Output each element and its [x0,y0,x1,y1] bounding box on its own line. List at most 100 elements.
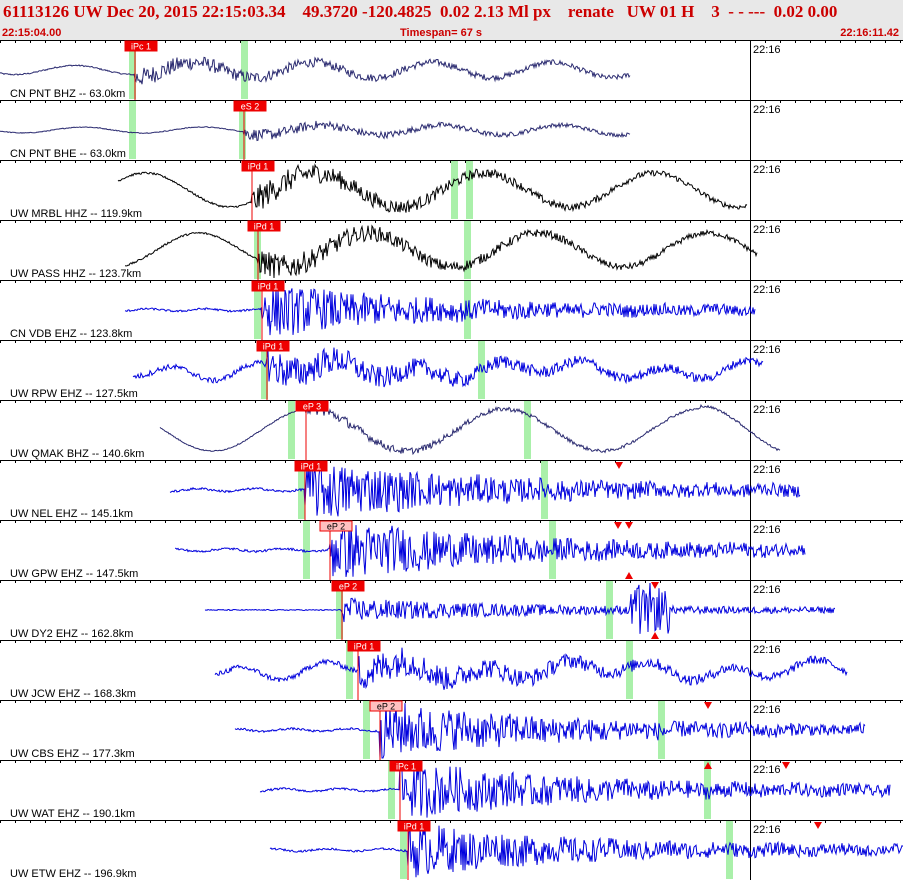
station-panel[interactable]: eS 2 22:16 CN PNT BHE -- 63.0km [0,100,903,160]
phase-pick-label: iPc 1 [131,42,151,52]
phase-pick-flag[interactable] [319,520,353,532]
phase-window-marker [363,701,370,759]
station-label: UW JCW EHZ -- 168.3km [10,688,136,700]
seismic-trace[interactable] [0,56,631,85]
minute-label: 22:16 [753,584,781,596]
station-panel[interactable]: iPc 1 22:16 CN PNT BHZ -- 63.0km [0,40,903,100]
seismic-trace[interactable] [124,224,758,279]
seismic-trace[interactable] [269,825,903,878]
seismic-trace[interactable] [259,761,891,818]
phase-pick-flag[interactable] [295,400,329,412]
station-label: UW PASS HHZ -- 123.7km [10,268,141,280]
station-label: UW QMAK BHZ -- 140.6km [10,448,144,460]
station-label: UW GPW EHZ -- 147.5km [10,568,138,580]
seismogram-panels[interactable]: iPc 1 22:16 CN PNT BHZ -- 63.0km eS 2 22:16 C… [0,40,903,880]
station-label: CN PNT BHE -- 63.0km [10,148,126,160]
station-panel[interactable]: eP 2 22:16 UW DY2 EHZ -- 162.8km [0,580,903,640]
phase-pick-flag[interactable] [233,100,267,112]
phase-pick-label: eP 2 [327,522,345,532]
seismic-trace[interactable] [159,403,781,456]
phase-pick-flag[interactable] [331,580,365,592]
station-label: UW NEL EHZ -- 145.1km [10,508,133,520]
station-panel[interactable]: iPd 1 22:16 UW RPW EHZ -- 127.5km [0,340,903,400]
phase-pick-flag[interactable] [241,160,275,172]
amplitude-marker-icon [625,522,633,529]
phase-pick-label: iPd 1 [254,222,275,232]
phase-window-marker [658,701,665,759]
phase-pick-label: eP 2 [377,702,395,712]
seismic-trace[interactable] [214,647,848,690]
amplitude-marker-icon [704,762,712,769]
station-label: UW WAT EHZ -- 190.1km [10,808,135,820]
phase-window-marker [464,221,471,279]
phase-window-marker [726,821,733,879]
phase-window-marker [388,761,395,819]
phase-pick-flag[interactable] [247,220,281,232]
minute-label: 22:16 [753,404,781,416]
phase-pick-label: iPd 1 [263,342,284,352]
seismic-trace[interactable] [204,582,835,634]
station-panel[interactable]: iPd 1 22:16 UW JCW EHZ -- 168.3km [0,640,903,700]
station-panel[interactable]: eP 2 22:16 UW CBS EHZ -- 177.3km [0,700,903,760]
seismic-trace[interactable] [117,163,748,213]
phase-window-marker [129,41,136,99]
minute-label: 22:16 [753,704,781,716]
station-panel[interactable]: eP 3 22:16 UW QMAK BHZ -- 140.6km [0,400,903,460]
station-panel[interactable]: iPd 1 22:16 UW ETW EHZ -- 196.9km [0,820,903,880]
station-label: CN PNT BHZ -- 63.0km [10,88,125,100]
amplitude-marker-icon [651,632,659,639]
minute-label: 22:16 [753,764,781,776]
minute-label: 22:16 [753,104,781,116]
station-panel[interactable]: iPd 1 22:16 CN VDB EHZ -- 123.8km [0,280,903,340]
station-panel[interactable]: iPd 1 22:16 UW MRBL HHZ -- 119.9km [0,160,903,220]
phase-window-marker [466,161,473,219]
station-panel[interactable]: eP 2 22:16 UW GPW EHZ -- 147.5km [0,520,903,580]
station-label: UW CBS EHZ -- 177.3km [10,748,135,760]
phase-pick-flag[interactable] [124,40,158,52]
station-label: UW ETW EHZ -- 196.9km [10,868,137,880]
phase-pick-flag[interactable] [347,640,381,652]
phase-window-marker [288,401,295,459]
phase-pick-label: eP 2 [339,582,357,592]
phase-pick-label: iPd 1 [258,282,279,292]
phase-window-marker [549,521,556,579]
station-label: UW MRBL HHZ -- 119.9km [10,208,142,220]
phase-pick-flag[interactable] [389,760,423,772]
phase-pick-label: iPd 1 [301,462,322,472]
seismic-trace[interactable] [234,701,866,759]
phase-pick-label: eP 3 [303,402,321,412]
station-label: CN VDB EHZ -- 123.8km [10,328,132,340]
phase-window-marker [239,101,246,159]
phase-pick-flag[interactable] [256,340,290,352]
seismic-trace[interactable] [132,347,764,388]
waveform-canvas[interactable]: iPc 1 22:16 CN PNT BHZ -- 63.0km eS 2 22:16 C… [0,40,903,880]
minute-label: 22:16 [753,824,781,836]
phase-window-marker [254,281,261,339]
seismic-trace[interactable] [124,285,756,336]
phase-window-marker [303,521,310,579]
phase-window-marker [129,101,136,159]
minute-label: 22:16 [753,524,781,536]
station-panel[interactable]: iPc 1 22:16 UW WAT EHZ -- 190.1km [0,760,903,820]
amplitude-marker-icon [614,522,622,529]
seismic-trace[interactable] [174,521,806,577]
phase-pick-label: eS 2 [241,102,260,112]
phase-pick-flag[interactable] [251,280,285,292]
phase-pick-flag[interactable] [369,700,403,712]
phase-pick-label: iPc 1 [396,762,416,772]
phase-pick-flag[interactable] [397,820,431,832]
phase-pick-label: iPd 1 [248,162,269,172]
phase-window-marker [261,341,268,399]
amplitude-marker-icon [615,462,623,469]
amplitude-marker-icon [814,822,822,829]
start-time: 22:15:04.00 [2,27,62,39]
seismic-trace[interactable] [0,120,631,142]
minute-label: 22:16 [753,284,781,296]
phase-pick-label: iPd 1 [404,822,425,832]
seismic-trace[interactable] [169,461,801,517]
station-panel[interactable]: iPd 1 22:16 UW NEL EHZ -- 145.1km [0,460,903,520]
minute-label: 22:16 [753,644,781,656]
station-panel[interactable]: iPd 1 22:16 UW PASS HHZ -- 123.7km [0,220,903,280]
station-label: UW DY2 EHZ -- 162.8km [10,628,133,640]
phase-pick-flag[interactable] [294,460,328,472]
